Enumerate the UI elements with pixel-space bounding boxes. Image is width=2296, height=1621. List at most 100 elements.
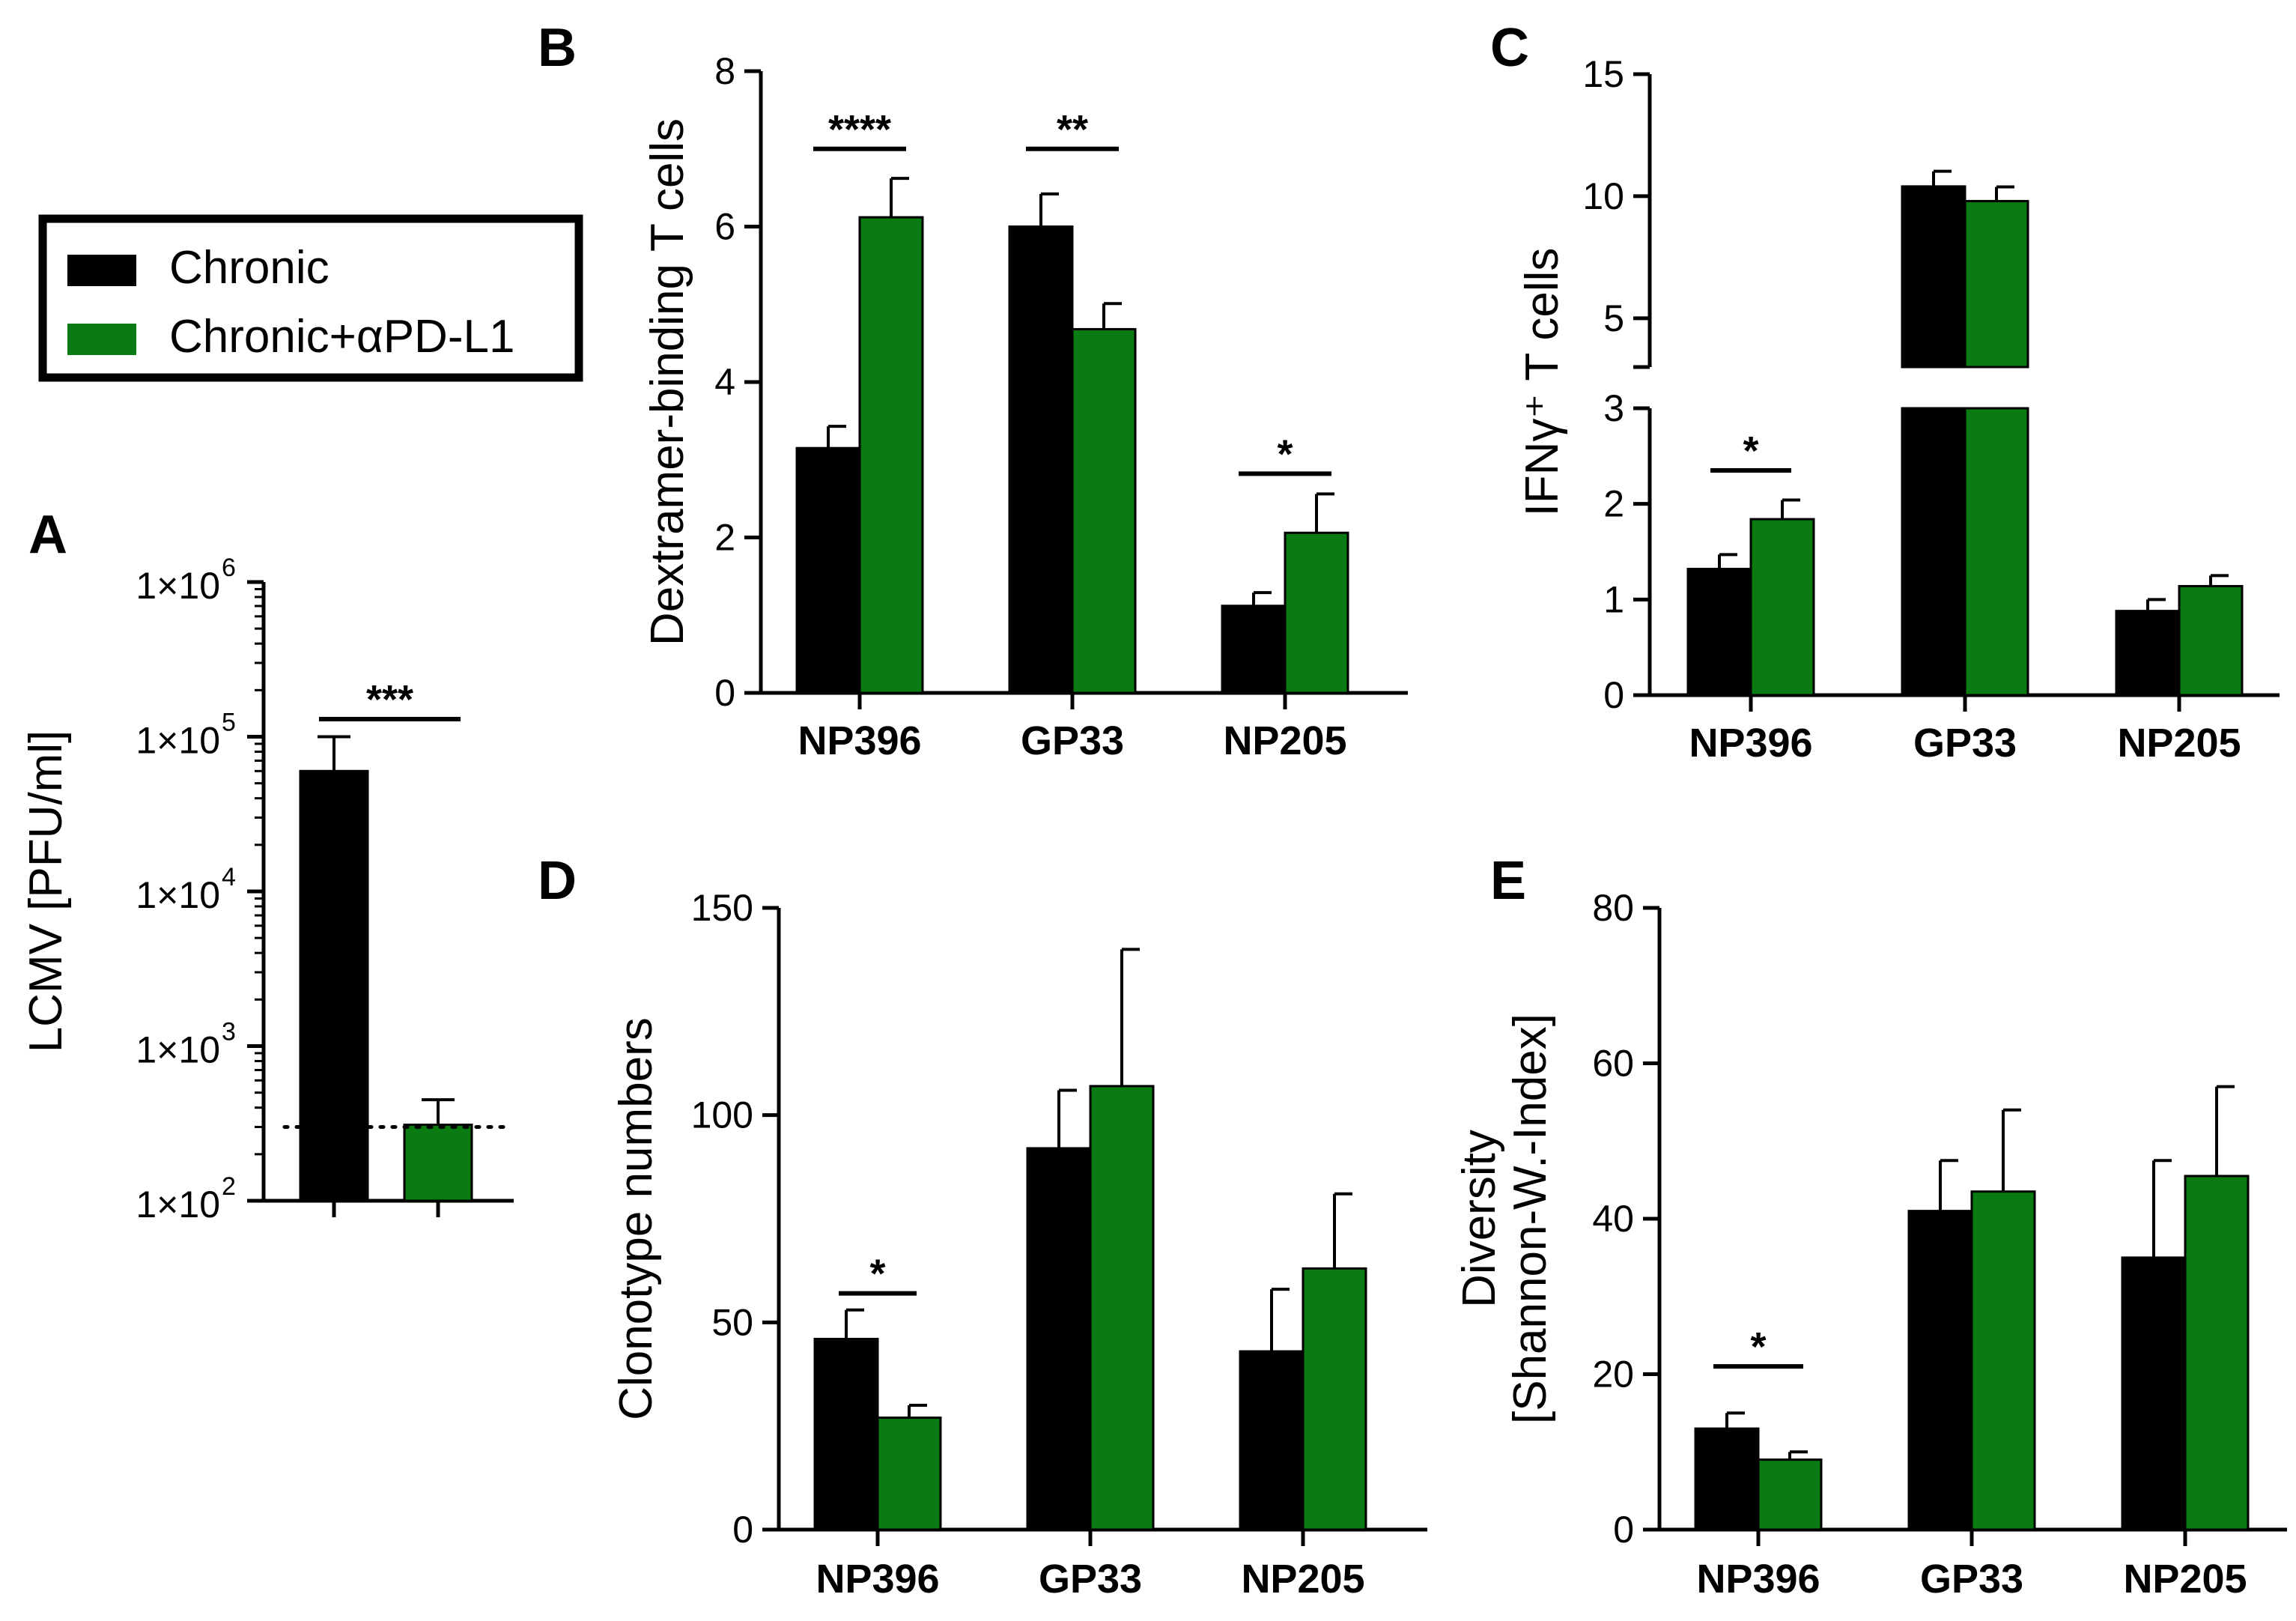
bar-chronic xyxy=(2115,610,2181,697)
bar-chronic xyxy=(299,769,369,1202)
x-tick-label: GP33 xyxy=(1039,1557,1142,1602)
significance-stars: * xyxy=(869,1252,885,1297)
y-tick-label: 0 xyxy=(1603,674,1624,716)
bar-chronic xyxy=(1221,605,1287,694)
y-tick-label: 1×10 xyxy=(136,874,220,916)
legend: Chronic Chronic+αPD-L1 xyxy=(38,214,583,382)
panel-B: B 0 2 4 6 8 Dextramer-binding T cells NP396 GP33… xyxy=(538,18,1408,763)
y-axis-label: LCMV [PFU/ml] xyxy=(20,730,72,1053)
y-tick-label: 1×10 xyxy=(136,720,220,762)
y-tick-base: 1×10 xyxy=(136,565,220,607)
panel-C: C 0 1 2 3 5 10 15 IFNγ⁺ T cells NP396 GP33 NP205 * xyxy=(1490,18,2280,766)
significance-stars: **** xyxy=(828,107,891,152)
y-tick-label: 2 xyxy=(714,517,735,559)
y-tick-label: 0 xyxy=(714,672,735,714)
significance-stars: * xyxy=(1743,428,1758,473)
bar-treated xyxy=(1089,1085,1155,1531)
bar-treated xyxy=(2184,1175,2250,1531)
y-axis-label: Dextramer-binding T cells xyxy=(642,118,693,646)
x-tick-label: NP205 xyxy=(1223,718,1346,763)
y-tick-base: 1×10 xyxy=(136,1184,220,1225)
bar-treated xyxy=(1970,1190,2036,1531)
y-axis-label-2: [Shannon-W.-Index] xyxy=(1504,1013,1556,1424)
y-tick-label: 5 xyxy=(1603,297,1624,339)
y-tick-label: 1 xyxy=(1603,578,1624,620)
significance-stars: ** xyxy=(1057,107,1088,152)
panel-title: E xyxy=(1490,851,1526,911)
y-tick-exponent: 6 xyxy=(222,554,236,582)
bar-treated xyxy=(2178,584,2244,697)
bar-chronic xyxy=(813,1337,879,1531)
bar-treated xyxy=(876,1417,942,1531)
bar-chronic xyxy=(1686,567,1752,697)
y-tick-label: 1×10 xyxy=(136,565,220,607)
x-tick-label: GP33 xyxy=(1913,721,2017,766)
bar-treated xyxy=(1749,518,1815,697)
y-axis-label: Clonotype numbers xyxy=(610,1017,662,1420)
legend-swatch xyxy=(67,324,136,355)
x-tick-label: NP396 xyxy=(1689,721,1812,766)
y-tick-exponent: 3 xyxy=(222,1018,236,1046)
panel-D: D 0 50 100 150 Clonotype numbers NP396 GP33 NP20… xyxy=(538,851,1427,1602)
bar-treated-upper xyxy=(1964,199,2029,369)
x-tick-label: NP205 xyxy=(2123,1557,2247,1602)
panel-title: A xyxy=(28,505,67,565)
bar-treated xyxy=(1071,327,1137,694)
y-tick-label: 150 xyxy=(691,887,753,929)
panel-title: B xyxy=(538,18,577,78)
bar-chronic xyxy=(1694,1427,1760,1531)
x-tick-label: NP205 xyxy=(2117,721,2241,766)
bar-chronic xyxy=(2121,1256,2187,1531)
y-tick-label: 0 xyxy=(1613,1509,1634,1551)
legend-box xyxy=(38,214,583,382)
bar-treated xyxy=(1284,531,1349,694)
y-tick-label: 8 xyxy=(714,50,735,92)
bar-treated xyxy=(1302,1267,1367,1531)
y-tick-label: 20 xyxy=(1592,1354,1634,1396)
y-tick-label: 80 xyxy=(1592,887,1634,929)
significance-stars: * xyxy=(1750,1324,1766,1369)
panel-title: D xyxy=(538,851,577,911)
x-tick-label: NP396 xyxy=(1696,1557,1820,1602)
x-tick-label: NP205 xyxy=(1241,1557,1364,1602)
y-tick-exponent: 2 xyxy=(222,1172,236,1201)
y-tick-exponent: 5 xyxy=(222,709,236,737)
bar-chronic xyxy=(1239,1350,1305,1531)
x-tick-label: GP33 xyxy=(1021,718,1124,763)
y-tick-label: 40 xyxy=(1592,1198,1634,1240)
bar-chronic xyxy=(1026,1147,1092,1531)
y-tick-exponent: 4 xyxy=(222,863,236,891)
y-tick-base: 1×10 xyxy=(136,720,220,762)
bar-treated xyxy=(858,216,924,694)
panel-title: C xyxy=(1490,18,1529,78)
y-tick-label: 100 xyxy=(691,1094,753,1136)
x-tick-label: NP396 xyxy=(798,718,921,763)
x-tick-label: GP33 xyxy=(1920,1557,2023,1602)
y-tick-label: 10 xyxy=(1582,175,1624,217)
bar-treated-lower xyxy=(1964,407,2029,697)
bar-chronic xyxy=(1907,1210,1973,1531)
y-tick-label: 1×10 xyxy=(136,1184,220,1225)
y-tick-label: 15 xyxy=(1582,53,1624,95)
y-tick-label: 1×10 xyxy=(136,1029,220,1071)
y-tick-label: 2 xyxy=(1603,483,1624,525)
legend-label: Chronic xyxy=(169,242,329,294)
y-axis-label: Diversity xyxy=(1454,1130,1505,1308)
y-tick-label: 3 xyxy=(1603,387,1624,429)
bar-chronic xyxy=(795,446,861,694)
y-tick-label: 50 xyxy=(711,1301,753,1343)
y-tick-label: 0 xyxy=(732,1509,753,1551)
bar-chronic-lower xyxy=(1901,407,1967,697)
y-tick-base: 1×10 xyxy=(136,874,220,916)
panel-E: E 0 20 40 60 80 Diversity [Shannon-W.-Index] NP3… xyxy=(1454,851,2287,1602)
y-tick-base: 1×10 xyxy=(136,1029,220,1071)
y-tick-label: 4 xyxy=(714,361,735,403)
significance-stars: * xyxy=(1277,431,1293,476)
y-tick-label: 60 xyxy=(1592,1043,1634,1085)
y-tick-label: 6 xyxy=(714,206,735,248)
bar-chronic xyxy=(1008,225,1074,694)
bar-treated xyxy=(1757,1458,1823,1531)
y-axis-label: IFNγ⁺ T cells xyxy=(1516,248,1568,517)
